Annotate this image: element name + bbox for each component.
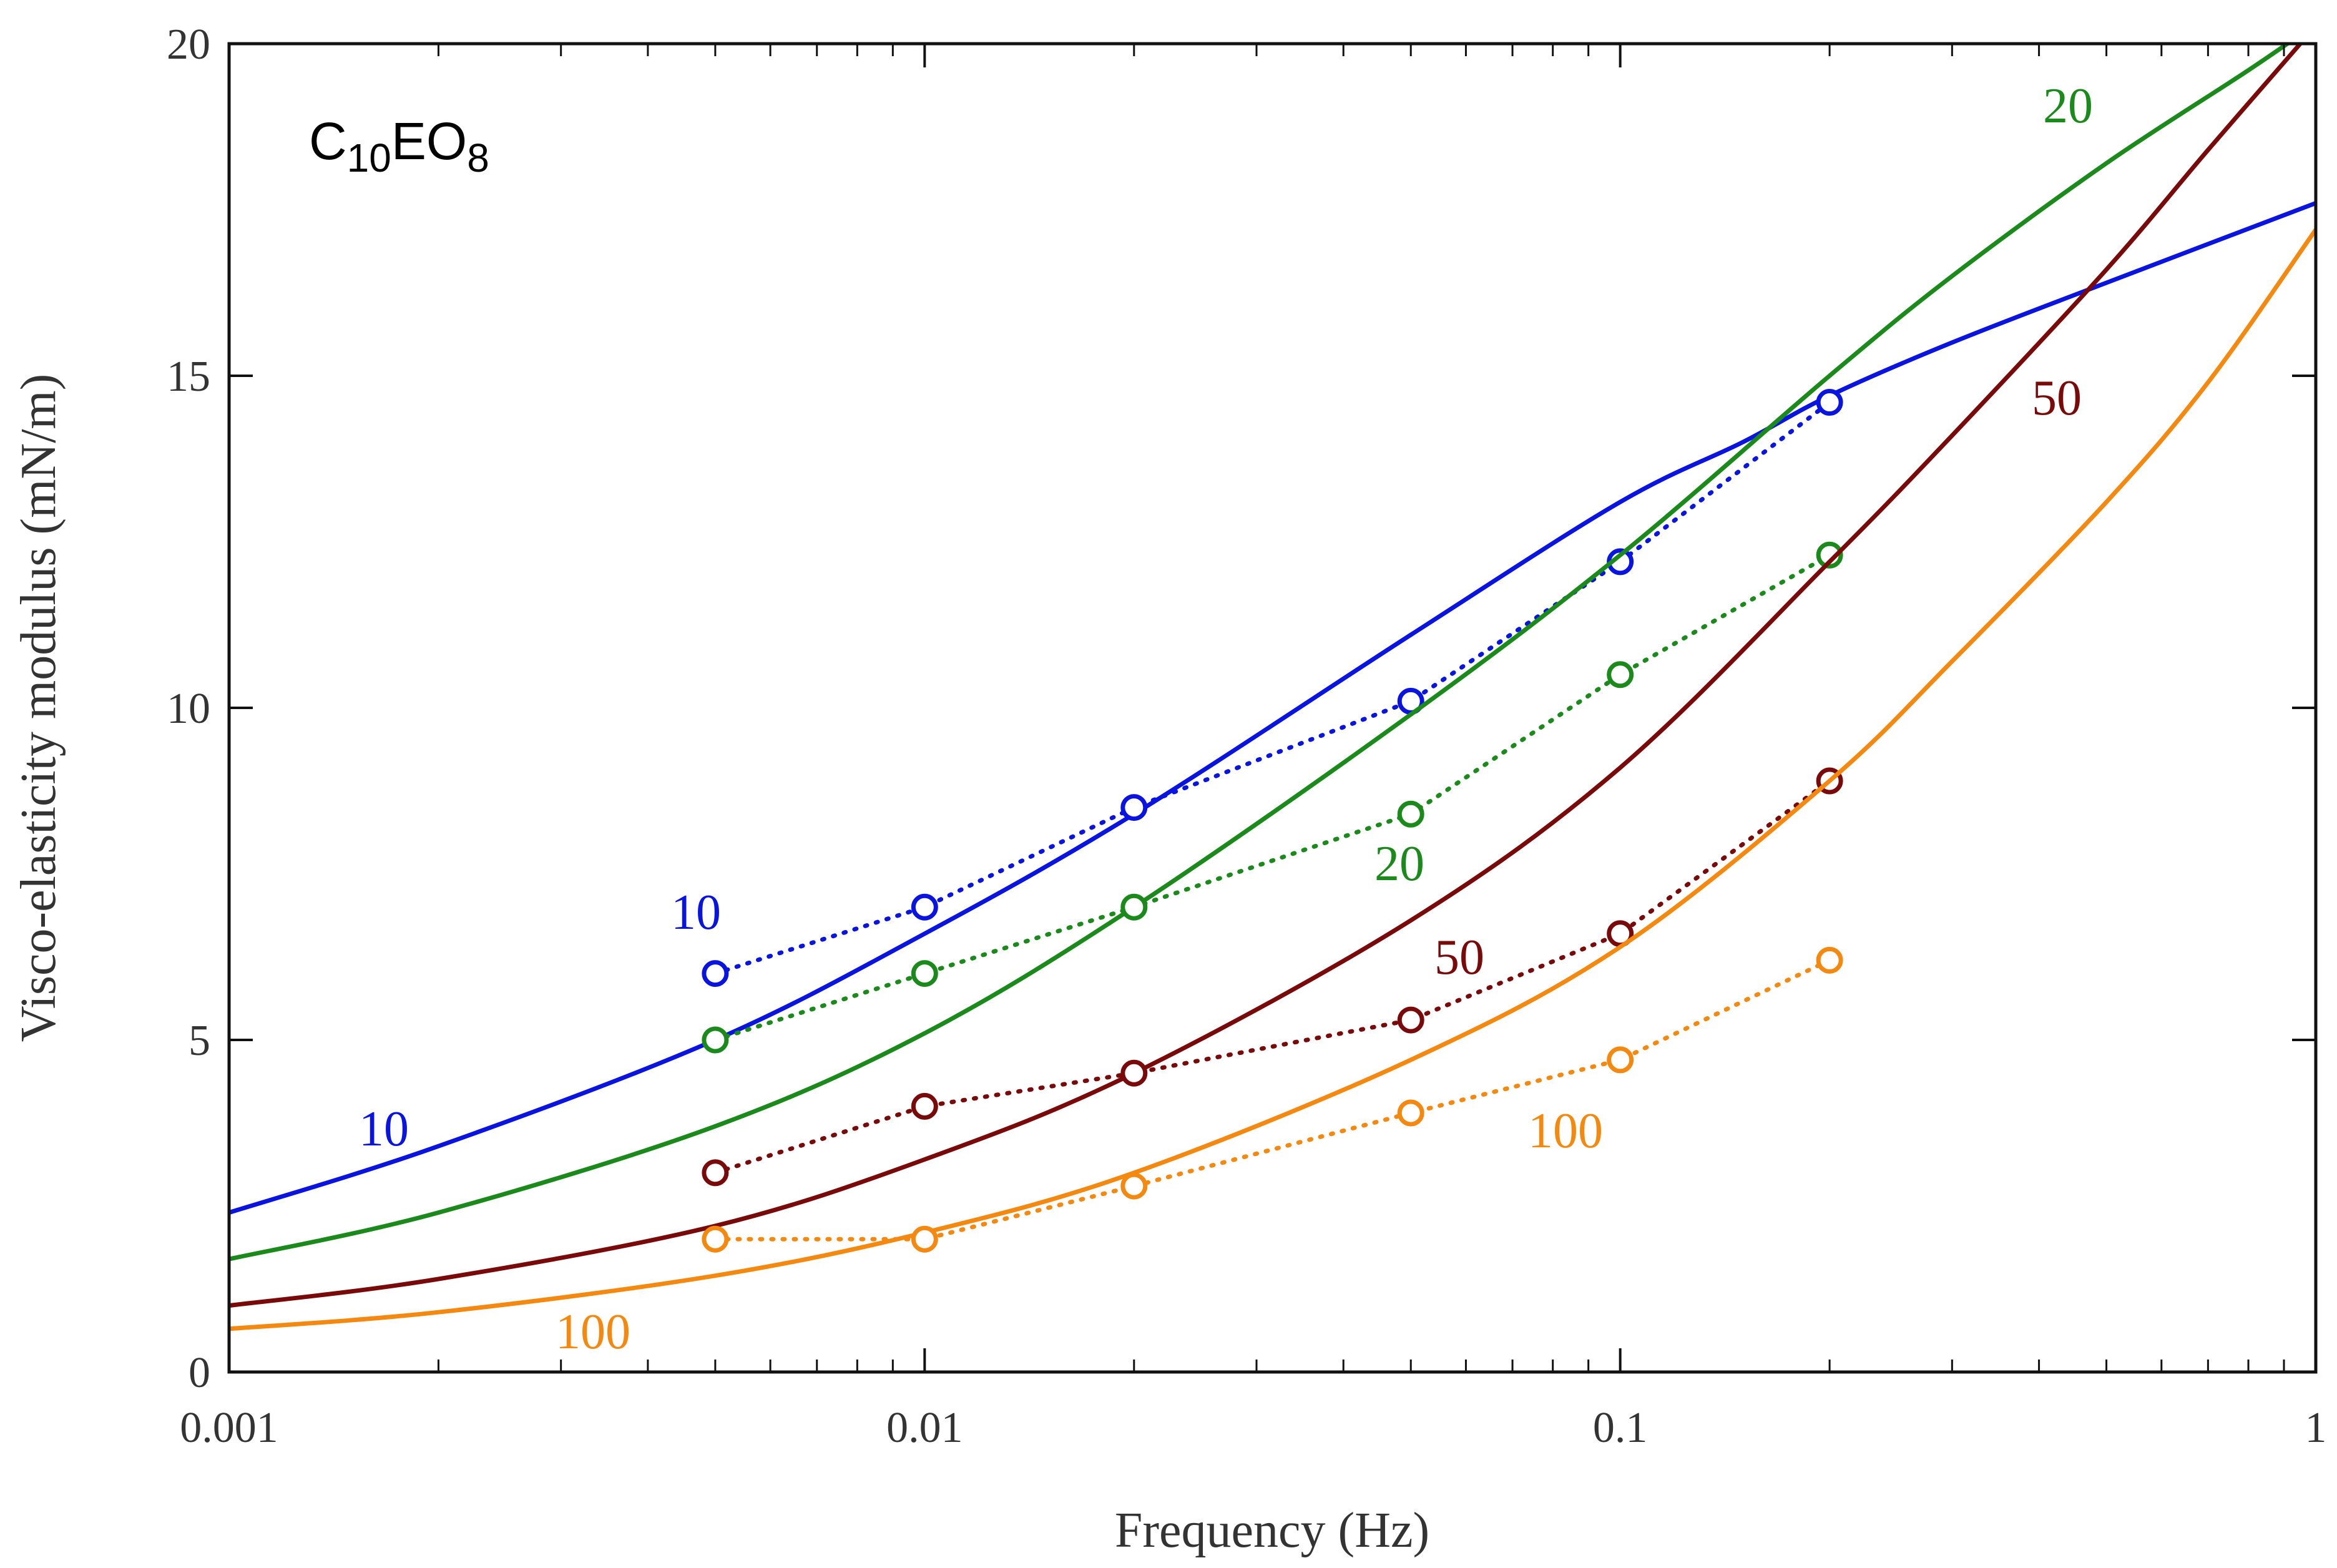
- data-point-100: [1816, 946, 1843, 974]
- x-axis-title: Frequency (Hz): [1115, 1503, 1429, 1558]
- measured-label-20: 20: [1374, 836, 1424, 891]
- measured-line-20: [713, 552, 1832, 1042]
- y-tick-label: 5: [189, 1017, 210, 1065]
- model-label-50: 50: [2032, 371, 2082, 426]
- data-point-100: [1120, 1172, 1148, 1200]
- model-curve-20: [229, 44, 2291, 1262]
- data-point-100: [1397, 1099, 1424, 1127]
- data-point-20: [1607, 661, 1634, 688]
- data-point-100: [1607, 1046, 1634, 1074]
- data-point-20: [911, 960, 938, 987]
- x-tick-label: 0.1: [1593, 1404, 1648, 1452]
- data-point-100: [702, 1225, 729, 1253]
- data-point-50: [1397, 1006, 1424, 1034]
- model-label-20: 20: [2043, 79, 2093, 134]
- model-curve-10: [229, 201, 2316, 1215]
- model-curve-100: [229, 228, 2316, 1331]
- compound-base: C: [309, 112, 347, 170]
- data-point-100: [911, 1225, 938, 1253]
- compound-mid: EO: [391, 112, 467, 170]
- y-tick-label: 10: [167, 685, 210, 733]
- data-point-20: [702, 1026, 729, 1054]
- measured-label-10: 10: [671, 885, 721, 940]
- data-point-10: [911, 893, 938, 921]
- measured-line-50: [713, 778, 1832, 1175]
- compound-subscript-1: 10: [347, 135, 391, 180]
- measured-line-10: [713, 400, 1832, 976]
- measured-label-50: 50: [1434, 930, 1484, 985]
- x-tick-label: 0.001: [180, 1404, 278, 1452]
- y-tick-label: 20: [167, 21, 210, 69]
- data-point-10: [702, 960, 729, 987]
- model-label-10: 10: [359, 1102, 409, 1157]
- plot-frame: [227, 42, 2318, 1374]
- compound-subscript-2: 8: [467, 135, 489, 180]
- x-tick-label: 0.01: [886, 1404, 963, 1452]
- data-point-20: [1816, 541, 1843, 569]
- y-tick-label: 15: [167, 353, 210, 401]
- y-axis-title: Visco-elasticity modulus (mN/m): [11, 374, 66, 1042]
- series-50: 50 50: [229, 44, 2302, 1308]
- data-point-20: [1397, 800, 1424, 828]
- data-point-50: [702, 1159, 729, 1187]
- compound-annotation: C10EO8: [309, 112, 489, 180]
- y-tick-label: 0: [189, 1349, 210, 1397]
- series-100: 100 100: [229, 228, 2316, 1360]
- data-point-50: [1120, 1059, 1148, 1087]
- series-10: 10 10: [229, 201, 2316, 1215]
- data-point-50: [911, 1092, 938, 1120]
- model-label-100: 100: [556, 1305, 630, 1360]
- measured-line-100: [713, 958, 1832, 1242]
- data-point-10: [1120, 794, 1148, 821]
- model-curve-50: [229, 44, 2302, 1308]
- measured-label-100: 100: [1528, 1104, 1603, 1159]
- data-point-10: [1816, 389, 1843, 416]
- x-tick-label: 1: [2305, 1404, 2327, 1452]
- data-point-20: [1120, 893, 1148, 921]
